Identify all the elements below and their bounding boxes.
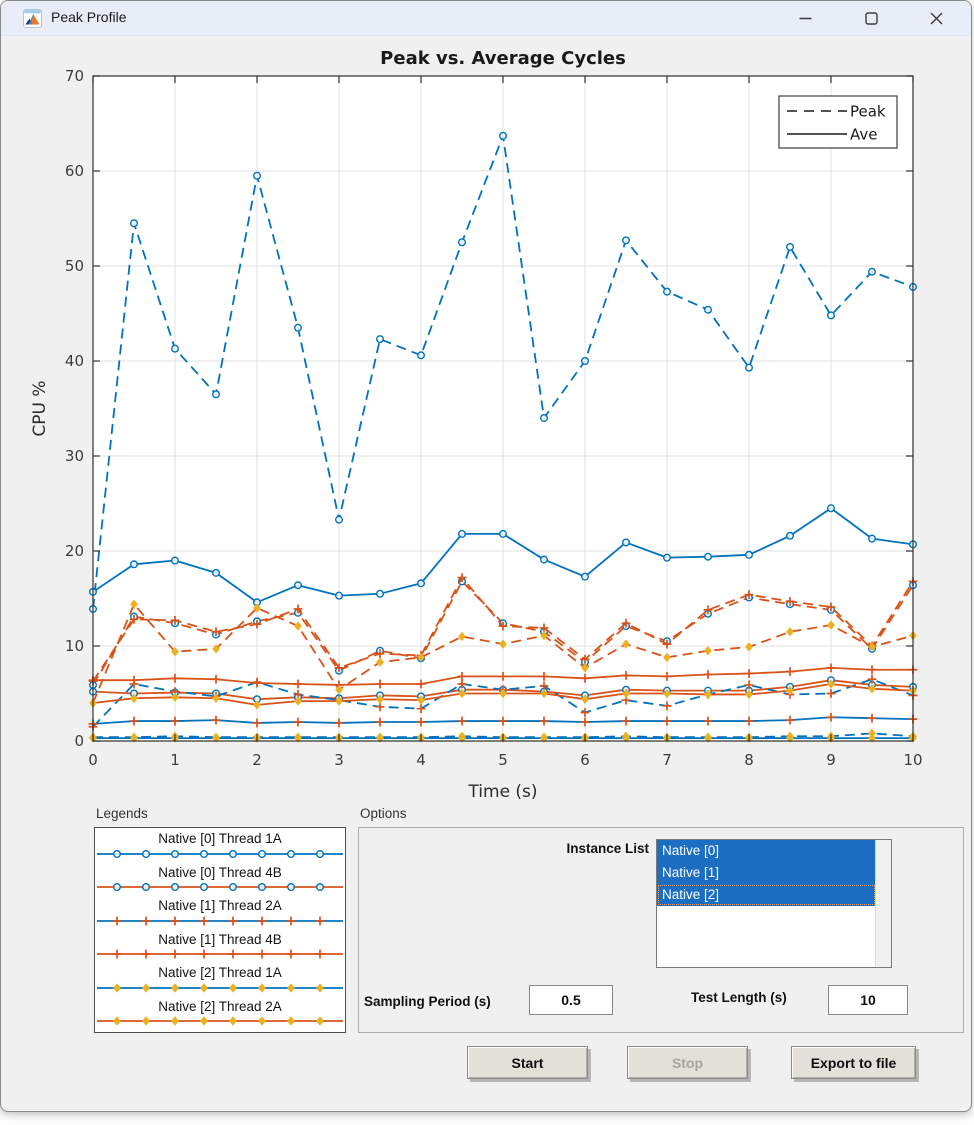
y-tick-label: 70 <box>65 67 84 85</box>
instance-list-label: Instance List <box>566 841 649 856</box>
x-tick-label: 0 <box>88 751 98 769</box>
legend-row-line-sample <box>97 849 343 858</box>
minimize-button[interactable] <box>782 1 828 35</box>
options-panel: Instance List Native [0] Native [1] Native… <box>358 827 964 1033</box>
legend-row-label: Native [1] Thread 4B <box>158 931 282 947</box>
legend-row-label: Native [0] Thread 4B <box>158 864 282 880</box>
y-tick-label: 30 <box>65 447 84 465</box>
series-markers <box>88 504 918 607</box>
y-tick-label: 10 <box>65 637 84 655</box>
y-tick-label: 0 <box>74 732 84 750</box>
legends-panel-label: Legends <box>96 806 148 821</box>
x-tick-label: 2 <box>252 751 262 769</box>
legend-row-label: Native [0] Thread 1A <box>158 831 282 846</box>
x-tick-label: 1 <box>170 751 180 769</box>
legend-row-label: Native [2] Thread 2A <box>158 998 282 1014</box>
instance-list-item[interactable]: Native [1] <box>657 862 876 884</box>
legend-row: Native [0] Thread 4B <box>95 862 345 896</box>
legend-row-line-sample <box>97 982 343 993</box>
series-markers <box>88 712 918 729</box>
legend-row: Native [0] Thread 1A <box>95 828 345 862</box>
axis-ticks <box>92 75 914 742</box>
test-length-field[interactable] <box>828 985 908 1015</box>
sampling-period-label: Sampling Period (s) <box>364 994 491 1009</box>
y-tick-label: 40 <box>65 352 84 370</box>
instance-listbox[interactable]: Native [0] Native [1] Native [2] <box>656 839 892 968</box>
chart-canvas: 0 10 20 30 40 50 60 70 0 1 2 3 4 5 6 7 8 9 10 Peak vs. Aver… <box>30 48 923 802</box>
export-to-file-button[interactable]: Export to file <box>791 1046 916 1079</box>
x-tick-label: 8 <box>744 751 754 769</box>
legend-entry-label: Peak <box>850 103 886 121</box>
legend-row-label: Native [2] Thread 1A <box>158 965 282 980</box>
x-tick-label: 7 <box>662 751 672 769</box>
series-markers <box>89 733 917 743</box>
y-tick-label: 20 <box>65 542 84 560</box>
x-axis-label: Time (s) <box>467 782 537 802</box>
y-tick-label: 50 <box>65 257 84 275</box>
legend-row: Native [1] Thread 4B <box>95 929 345 963</box>
x-tick-label: 3 <box>334 751 344 769</box>
instance-list-item[interactable]: Native [2] <box>657 884 876 906</box>
start-button[interactable]: Start <box>467 1046 588 1079</box>
x-tick-label: 9 <box>826 751 836 769</box>
window-title: Peak Profile <box>51 9 127 25</box>
legend-row: Native [2] Thread 2A <box>95 996 345 1030</box>
series-markers <box>88 131 918 613</box>
x-tick-label: 5 <box>498 751 508 769</box>
titlebar: Peak Profile <box>1 1 971 36</box>
close-button[interactable] <box>913 1 959 35</box>
legend-row-line-sample <box>97 1016 343 1026</box>
sampling-period-field[interactable] <box>529 985 613 1015</box>
series-markers <box>89 599 917 708</box>
series-line <box>93 732 914 739</box>
legend-entry-label: Ave <box>850 126 878 144</box>
instance-list-item[interactable]: Native [0] <box>657 840 876 862</box>
y-tick-label: 60 <box>65 162 84 180</box>
legend-row-line-sample <box>97 916 343 925</box>
legend-row-line-sample <box>97 949 343 959</box>
series-markers <box>89 679 917 710</box>
chart-legend: Peak Ave <box>778 95 898 149</box>
y-axis-label: CPU % <box>30 380 50 436</box>
maximize-button[interactable] <box>848 1 894 35</box>
matlab-app-icon <box>23 9 42 28</box>
x-tick-label: 4 <box>416 751 426 769</box>
options-panel-label: Options <box>360 806 407 821</box>
legend-row: Native [2] Thread 1A <box>95 962 345 996</box>
stop-button[interactable]: Stop <box>627 1046 748 1079</box>
series-group <box>88 131 918 743</box>
legends-panel: Native [0] Thread 1A Native [0] Thread 4B… <box>94 827 346 1033</box>
chart-title: Peak vs. Average Cycles <box>380 48 626 69</box>
test-length-label: Test Length (s) <box>691 990 787 1005</box>
x-tick-label: 10 <box>903 751 922 769</box>
legend-row-line-sample <box>97 883 343 891</box>
x-tick-label: 6 <box>580 751 590 769</box>
listbox-scrollbar[interactable] <box>875 840 891 967</box>
legend-row: Native [1] Thread 2A <box>95 895 345 929</box>
legend-row-label: Native [1] Thread 2A <box>158 898 282 913</box>
